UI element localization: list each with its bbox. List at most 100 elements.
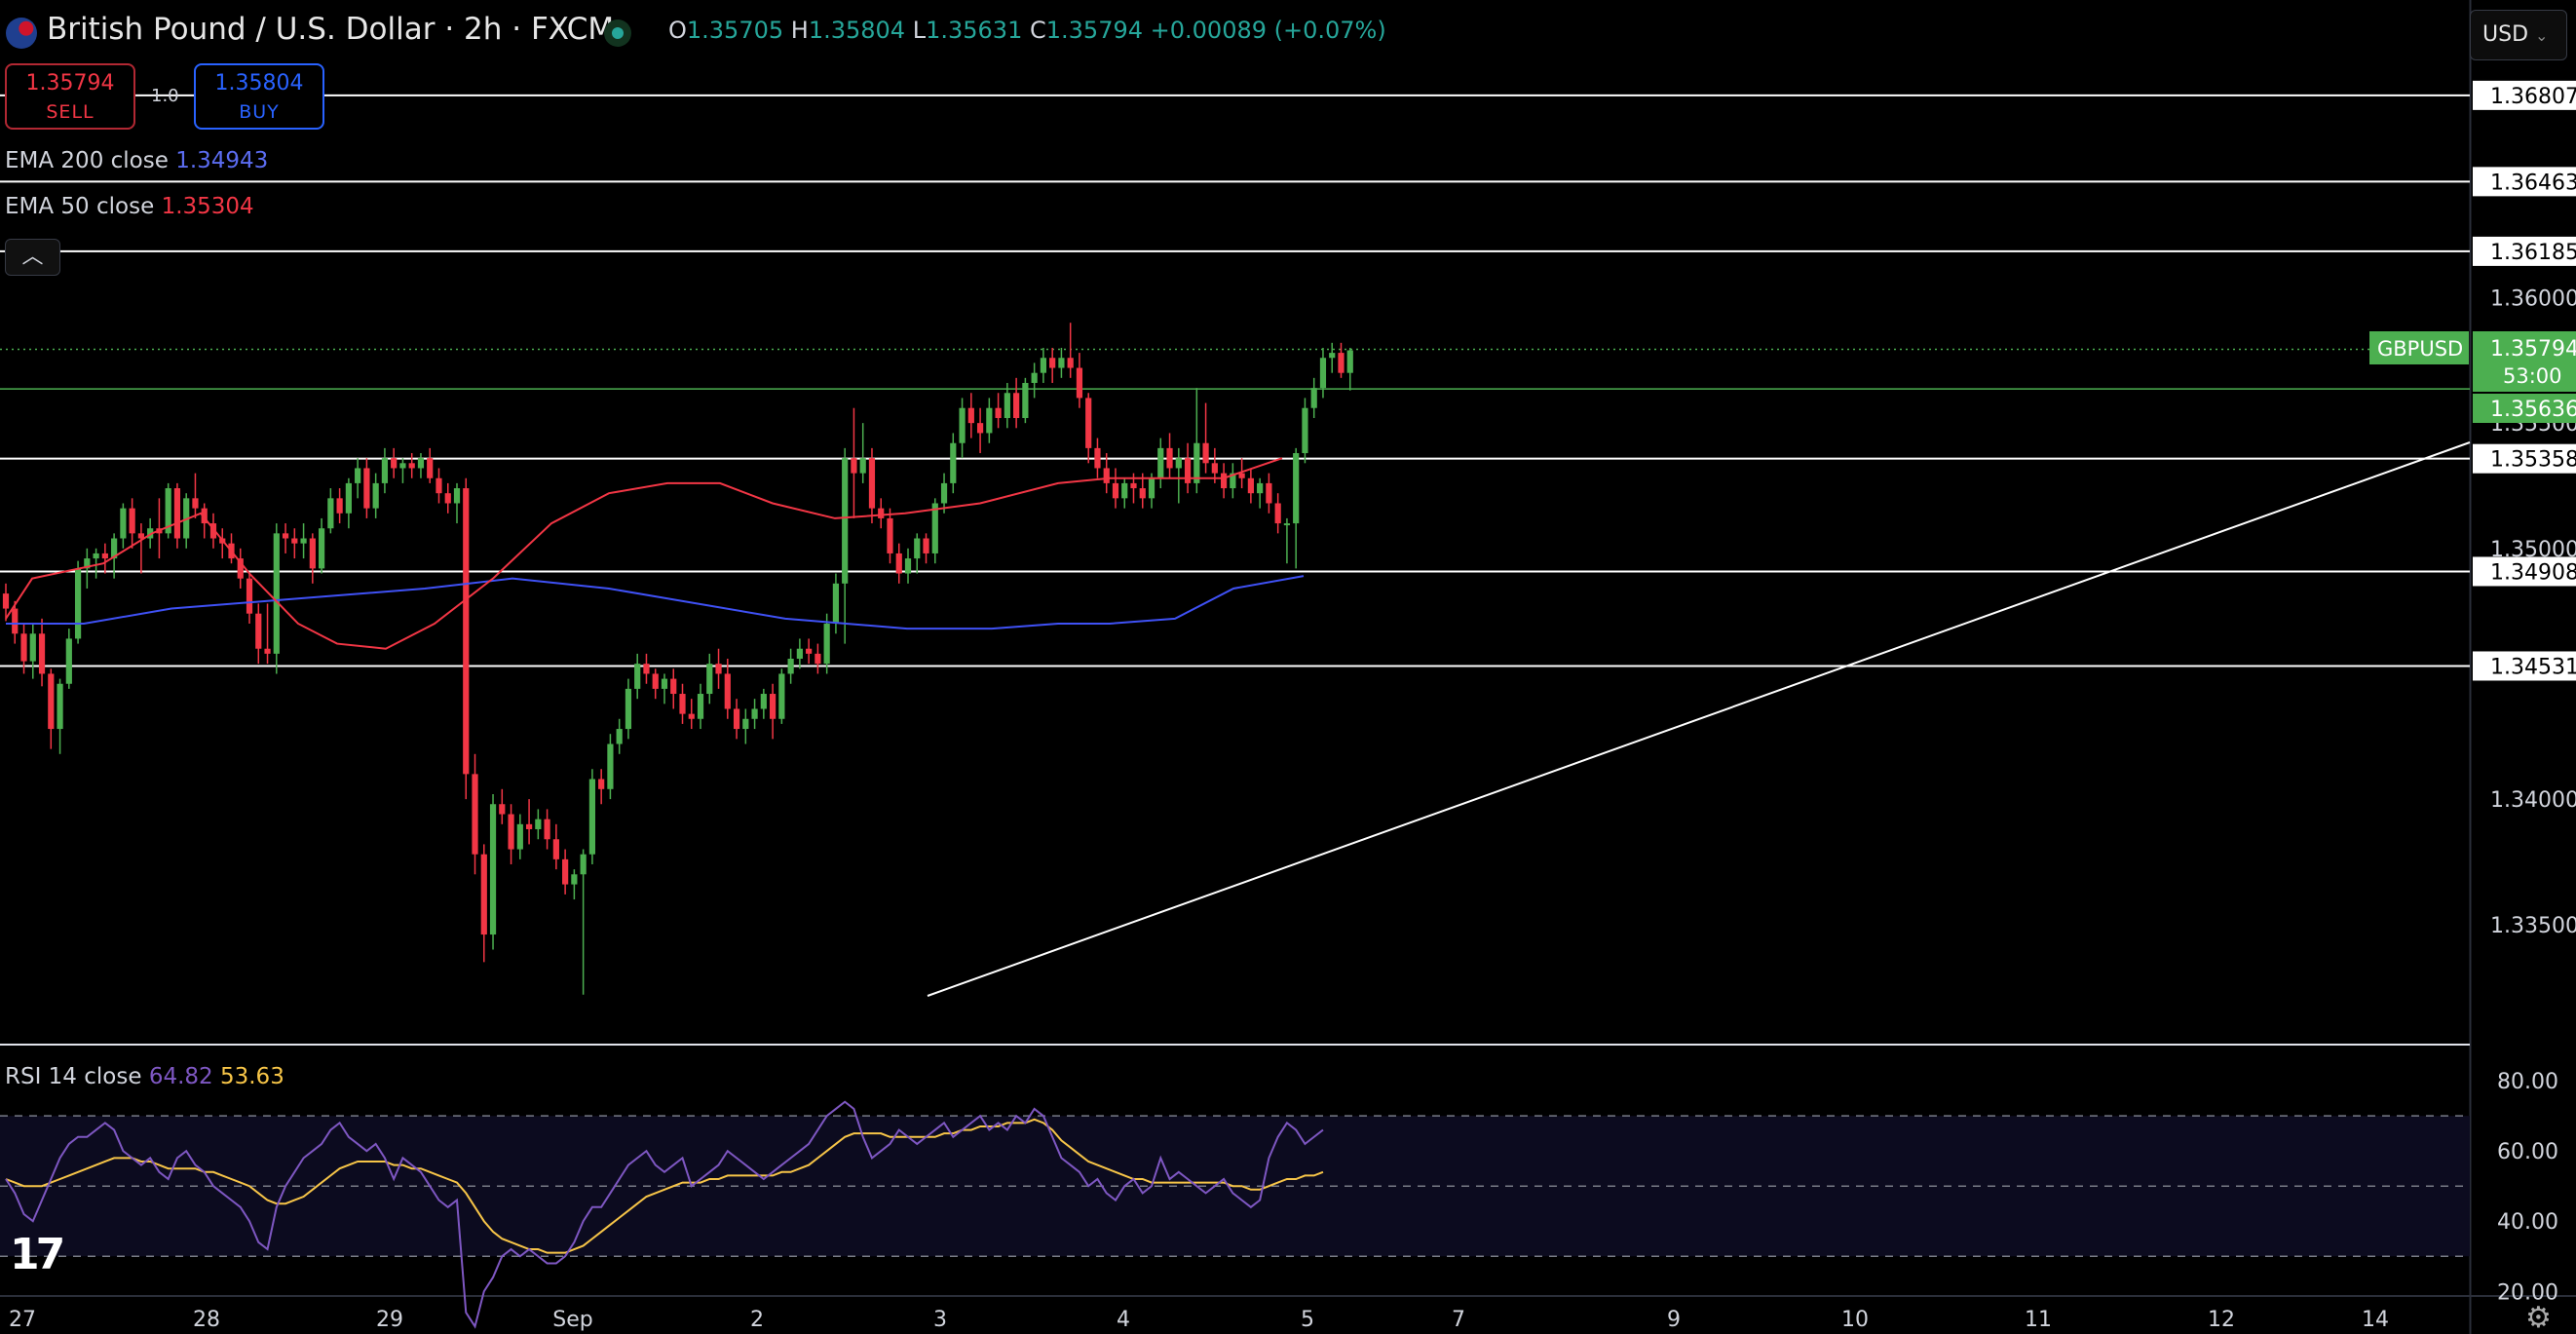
time-tick-label: 4 <box>1117 1308 1130 1332</box>
candle <box>878 498 885 529</box>
candle-body <box>796 648 803 660</box>
ema50-legend[interactable]: EMA 50 close 1.35304 <box>5 194 254 219</box>
candle <box>345 477 352 529</box>
time-tick-label: 12 <box>2208 1308 2235 1332</box>
candle <box>1302 398 1308 464</box>
collapse-legend-button[interactable]: ︿ <box>5 239 60 276</box>
candle <box>643 653 650 684</box>
candle <box>976 407 984 454</box>
low-price-tag <box>2473 394 2576 423</box>
order-quantity[interactable]: 1.0 <box>151 86 179 106</box>
gear-icon[interactable]: ⚙ <box>2525 1301 2552 1334</box>
candle <box>1293 447 1300 569</box>
candle-body <box>508 814 514 850</box>
candle <box>381 447 389 494</box>
candle-body <box>345 482 352 514</box>
candle <box>950 433 957 494</box>
rsi-tick-label: 40.00 <box>2497 1210 2558 1235</box>
time-tick-label: 14 <box>2362 1308 2389 1332</box>
time-tick-label: 2 <box>750 1308 764 1332</box>
level-price-tag <box>2473 651 2576 681</box>
candle-body <box>1022 382 1029 419</box>
candle-body <box>165 488 171 534</box>
time-tick-label: 3 <box>933 1308 947 1332</box>
level-price-tag <box>2473 556 2576 587</box>
candle-body <box>1329 353 1336 359</box>
candle-body <box>598 779 605 789</box>
candle-body <box>192 498 199 509</box>
candle <box>1013 377 1020 429</box>
candle-body <box>327 498 334 529</box>
candle-body <box>1193 442 1200 483</box>
candle-body <box>264 648 271 654</box>
candle <box>20 623 27 674</box>
candle-body <box>282 533 289 539</box>
candle-body <box>111 538 118 559</box>
candle <box>706 653 713 705</box>
candle <box>1094 438 1101 478</box>
candle <box>1257 477 1264 509</box>
candle <box>814 643 821 674</box>
candle-body <box>715 664 722 674</box>
candle-body <box>580 854 587 875</box>
candle <box>607 734 614 800</box>
candle-body <box>1346 350 1353 373</box>
candle-body <box>20 633 27 662</box>
time-tick-label: 9 <box>1667 1308 1681 1332</box>
candle-body <box>173 488 181 539</box>
candle-body <box>381 458 389 483</box>
candle <box>904 548 912 584</box>
candle-body <box>1238 473 1245 478</box>
candle <box>616 718 623 754</box>
candle <box>1338 342 1345 378</box>
candle-body <box>643 664 650 674</box>
rsi-legend[interactable]: RSI 14 close 64.82 53.63 <box>5 1064 284 1089</box>
sell-button[interactable]: 1.35794 SELL <box>5 63 135 130</box>
ema200-legend[interactable]: EMA 200 close 1.34943 <box>5 148 269 173</box>
candle-body <box>2 593 10 609</box>
candle <box>588 769 595 864</box>
candle <box>959 398 966 459</box>
tradingview-logo-icon[interactable]: 17 <box>10 1230 65 1279</box>
symbol-title[interactable]: British Pound / U.S. Dollar · 2h · FXCM <box>47 12 615 47</box>
candle-body <box>923 538 929 553</box>
buy-button[interactable]: 1.35804 BUY <box>194 63 324 130</box>
candle-body <box>868 458 876 509</box>
candle-body <box>742 718 749 730</box>
candle-body <box>679 694 686 714</box>
price-tick-label: 1.36463 <box>2490 171 2576 195</box>
candle-body <box>12 608 19 634</box>
candle <box>652 668 659 700</box>
candle-body <box>733 708 740 730</box>
candle-body <box>760 694 767 709</box>
candle <box>1238 458 1245 489</box>
rsi-line <box>5 1100 1324 1329</box>
price-tick-label: 1.36000 <box>2490 287 2576 312</box>
candle-body <box>706 664 713 695</box>
candle-body <box>444 493 451 504</box>
candle-body <box>93 553 99 559</box>
level-price-tag <box>2473 236 2576 266</box>
current-price-label: 1.35794 <box>2490 337 2576 362</box>
candle <box>887 508 893 564</box>
candle <box>101 543 108 574</box>
candle-body <box>967 407 974 424</box>
candle <box>273 523 280 674</box>
price-tick-label: 1.33500 <box>2490 914 2576 938</box>
candle <box>1266 473 1272 514</box>
candle <box>1175 447 1182 504</box>
candle-body <box>129 508 135 534</box>
candle <box>516 814 523 859</box>
candle-body <box>417 458 425 469</box>
currency-selector[interactable]: USD ⌄ <box>2470 10 2567 60</box>
candle-body <box>986 407 993 434</box>
candle-body <box>914 538 921 559</box>
time-tick-label: 11 <box>2025 1308 2052 1332</box>
candle-body <box>137 533 144 539</box>
time-tick-label: 5 <box>1301 1308 1314 1332</box>
candle-body <box>959 407 966 443</box>
candle <box>940 473 948 514</box>
candle <box>372 473 379 518</box>
price-tick-label: 1.35358 <box>2490 448 2576 473</box>
